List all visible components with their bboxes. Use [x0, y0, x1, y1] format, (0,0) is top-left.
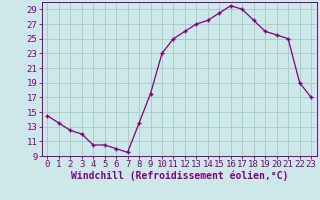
- X-axis label: Windchill (Refroidissement éolien,°C): Windchill (Refroidissement éolien,°C): [70, 171, 288, 181]
